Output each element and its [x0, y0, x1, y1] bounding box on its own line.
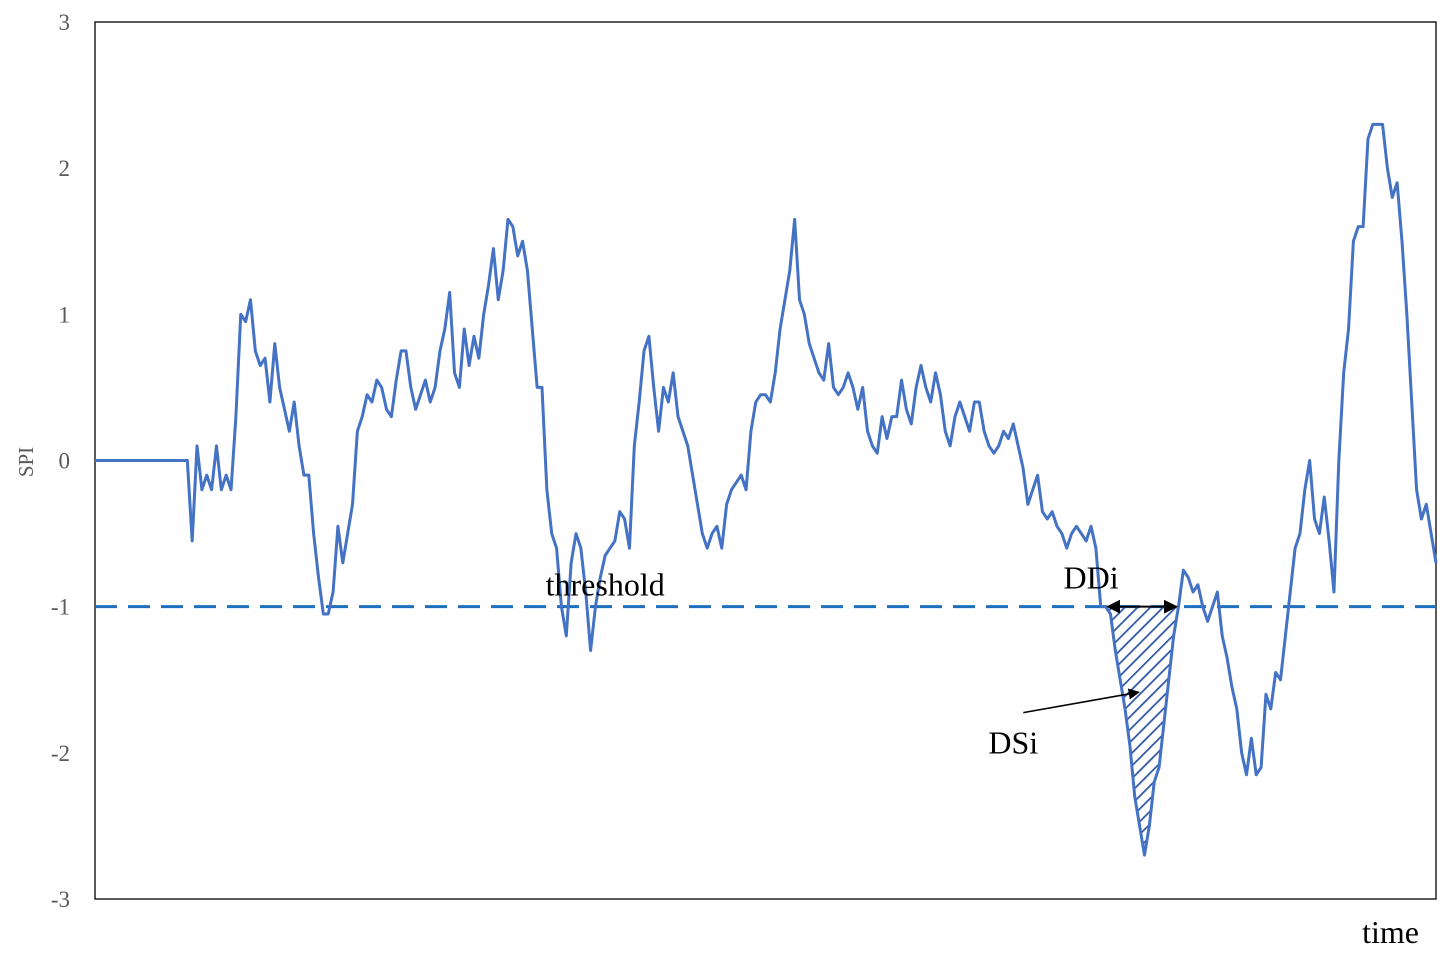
annotation-threshold: threshold [546, 567, 665, 603]
y-tick-label: 3 [59, 10, 71, 35]
annotation-ddi: DDi [1063, 559, 1118, 595]
y-tick-label: -2 [51, 741, 70, 766]
y-tick-label: 2 [59, 156, 71, 181]
y-tick-label: 1 [59, 302, 71, 327]
dsi-pointer-arrow [1023, 688, 1140, 714]
series-layer [95, 122, 1438, 857]
x-axis-title: time [1362, 914, 1419, 950]
deficit-hatch [1105, 606, 1179, 856]
y-axis-title: SPI [14, 447, 38, 477]
y-tick-label: -3 [51, 887, 70, 912]
annotation-dsi: DSi [988, 725, 1038, 761]
y-tick-label: 0 [59, 449, 71, 474]
spi-series-line [95, 122, 1438, 857]
plot-area-frame [94, 21, 1437, 900]
annotation-layer: threshold DDi DSi [546, 559, 1178, 761]
y-tick-label: -1 [51, 595, 70, 620]
y-tick-labels: 3 2 1 0 -1 -2 -3 [51, 10, 70, 912]
drought-severity-area [1105, 606, 1179, 856]
